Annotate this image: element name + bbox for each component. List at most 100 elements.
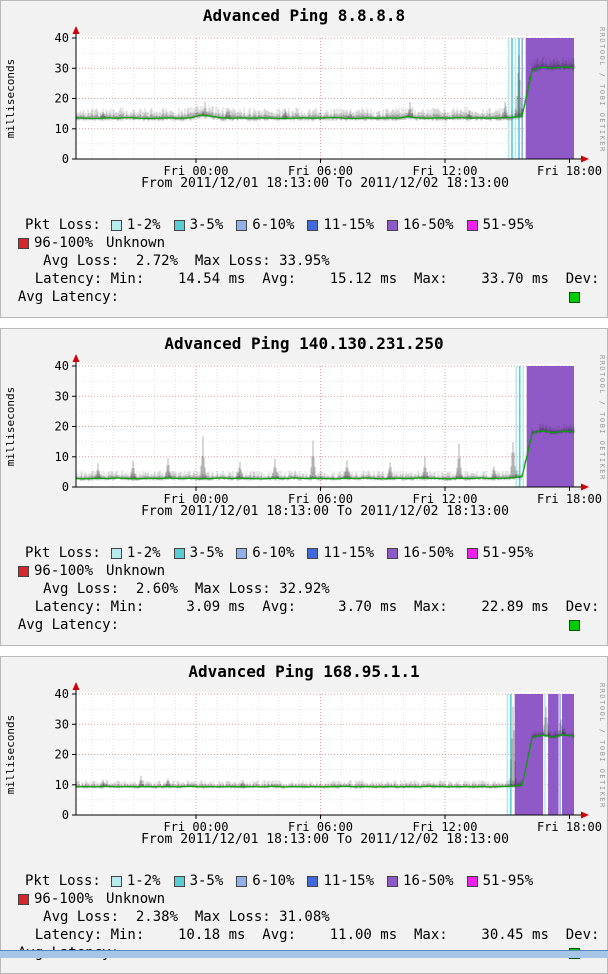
legend-item: 1-2% — [111, 216, 161, 234]
svg-text:20: 20 — [55, 92, 69, 106]
legend-label: 51-95% — [483, 216, 534, 234]
latency-stats: Latency: Min: 10.18 ms Avg: 11.00 ms Max… — [1, 926, 607, 944]
svg-text:milliseconds: milliseconds — [4, 59, 17, 138]
svg-text:Fri 18:00: Fri 18:00 — [537, 820, 602, 834]
legend-swatch — [307, 220, 318, 231]
legend-swatch — [467, 876, 478, 887]
svg-text:From 2011/12/01 18:13:00 To 20: From 2011/12/01 18:13:00 To 2011/12/02 1… — [141, 832, 509, 847]
latency-stats: Latency: Min: 14.54 ms Avg: 15.12 ms Max… — [1, 270, 607, 288]
legend-item: 16-50% — [387, 544, 454, 562]
legend-label: 96-100% — [34, 890, 93, 908]
svg-text:10: 10 — [55, 778, 69, 792]
legend-swatch — [174, 548, 185, 559]
legend-label: 1-2% — [127, 216, 161, 234]
legend-label: 3-5% — [190, 216, 224, 234]
svg-text:milliseconds: milliseconds — [4, 387, 17, 466]
svg-text:Fri 18:00: Fri 18:00 — [537, 492, 602, 506]
legend-label: 6-10% — [252, 872, 294, 890]
avg-latency-label: Avg Latency: — [1, 616, 119, 634]
graph-panel: Advanced Ping 140.130.231.250 RRDTOOL / … — [0, 328, 608, 646]
graph-legend: Pkt Loss: 1-2% 3-5% 6-10% 11-15% 16-50% 51-95… — [1, 544, 607, 634]
legend-item: Unknown — [106, 562, 165, 580]
legend-label: Unknown — [106, 890, 165, 908]
legend-swatch — [18, 894, 29, 905]
pkt-loss-items: 1-2% 3-5% 6-10% 11-15% 16-50% 51-95% — [111, 216, 546, 234]
pkt-loss-items2: 96-100% Unknown — [18, 890, 178, 908]
avg-latency-swatch — [569, 620, 580, 631]
svg-text:Fri 18:00: Fri 18:00 — [537, 164, 602, 178]
legend-item: 6-10% — [236, 544, 294, 562]
legend-label: 11-15% — [323, 216, 374, 234]
legend-label: 11-15% — [323, 544, 374, 562]
avg-latency-row: Avg Latency: — [1, 288, 607, 306]
legend-label: 16-50% — [403, 216, 454, 234]
svg-text:10: 10 — [55, 450, 69, 464]
legend-label: 16-50% — [403, 872, 454, 890]
legend-item: 11-15% — [307, 544, 374, 562]
chart-title: Advanced Ping 8.8.8.8 — [1, 6, 607, 25]
legend-swatch — [467, 548, 478, 559]
pkt-loss-label: Pkt Loss: — [25, 872, 101, 890]
legend-item: 6-10% — [236, 216, 294, 234]
svg-text:20: 20 — [55, 748, 69, 762]
legend-swatch — [387, 548, 398, 559]
legend-swatch — [111, 220, 122, 231]
chart-title: Advanced Ping 140.130.231.250 — [1, 334, 607, 353]
avg-latency-label: Avg Latency: — [1, 288, 119, 306]
legend-label: 6-10% — [252, 216, 294, 234]
legend-item: 16-50% — [387, 872, 454, 890]
window-bottom-edge — [0, 950, 608, 958]
chart-title: Advanced Ping 168.95.1.1 — [1, 662, 607, 681]
svg-text:milliseconds: milliseconds — [4, 715, 17, 794]
svg-text:0: 0 — [62, 480, 69, 494]
legend-item: 6-10% — [236, 872, 294, 890]
legend-label: 3-5% — [190, 872, 224, 890]
legend-label: 11-15% — [323, 872, 374, 890]
legend-label: 6-10% — [252, 544, 294, 562]
legend-item: 51-95% — [467, 544, 534, 562]
avg-latency-row: Avg Latency: — [1, 616, 607, 634]
svg-text:0: 0 — [62, 152, 69, 166]
avg-loss-stats: Avg Loss: 2.72% Max Loss: 33.95% — [1, 252, 607, 270]
svg-text:30: 30 — [55, 61, 69, 75]
legend-item: 51-95% — [467, 872, 534, 890]
svg-text:From 2011/12/01 18:13:00 To 20: From 2011/12/01 18:13:00 To 2011/12/02 1… — [141, 504, 509, 519]
pkt-loss-legend-row2: 96-100% Unknown — [1, 890, 607, 908]
legend-swatch — [467, 220, 478, 231]
svg-text:20: 20 — [55, 420, 69, 434]
pkt-loss-items2: 96-100% Unknown — [18, 234, 178, 252]
graph-legend: Pkt Loss: 1-2%3-5%6-10%11-15%16-50%51-95… — [1, 216, 607, 306]
legend-label: 96-100% — [34, 562, 93, 580]
legend-swatch — [18, 238, 29, 249]
legend-item: 96-100% — [18, 234, 93, 252]
pkt-loss-items: 1-2% 3-5% 6-10% 11-15% 16-50% 51-95% — [111, 544, 546, 562]
legend-swatch — [236, 548, 247, 559]
svg-text:30: 30 — [55, 389, 69, 403]
legend-swatch — [111, 876, 122, 887]
svg-text:0: 0 — [62, 808, 69, 822]
legend-item: 51-95% — [467, 216, 534, 234]
legend-label: Unknown — [106, 234, 165, 252]
legend-swatch — [18, 566, 29, 577]
legend-label: 51-95% — [483, 872, 534, 890]
pkt-loss-legend-row2: 96-100% Unknown — [1, 562, 607, 580]
latency-stats: Latency: Min: 3.09 ms Avg: 3.70 ms Max: … — [1, 598, 607, 616]
pkt-loss-label: Pkt Loss: — [25, 544, 101, 562]
legend-item: 96-100% — [18, 890, 93, 908]
legend-swatch — [387, 220, 398, 231]
legend-label: Unknown — [106, 562, 165, 580]
legend-label: 1-2% — [127, 872, 161, 890]
legend-item: 11-15% — [307, 216, 374, 234]
legend-label: 1-2% — [127, 544, 161, 562]
legend-swatch — [174, 220, 185, 231]
legend-swatch — [387, 876, 398, 887]
avg-loss-stats: Avg Loss: 2.38% Max Loss: 31.08% — [1, 908, 607, 926]
legend-label: 3-5% — [190, 544, 224, 562]
rrdtool-watermark: RRDTOOL / TOBI OETIKER — [598, 683, 606, 809]
svg-text:30: 30 — [55, 717, 69, 731]
legend-item: 16-50% — [387, 216, 454, 234]
svg-text:From 2011/12/01 18:13:00 To 20: From 2011/12/01 18:13:00 To 2011/12/02 1… — [141, 176, 509, 191]
